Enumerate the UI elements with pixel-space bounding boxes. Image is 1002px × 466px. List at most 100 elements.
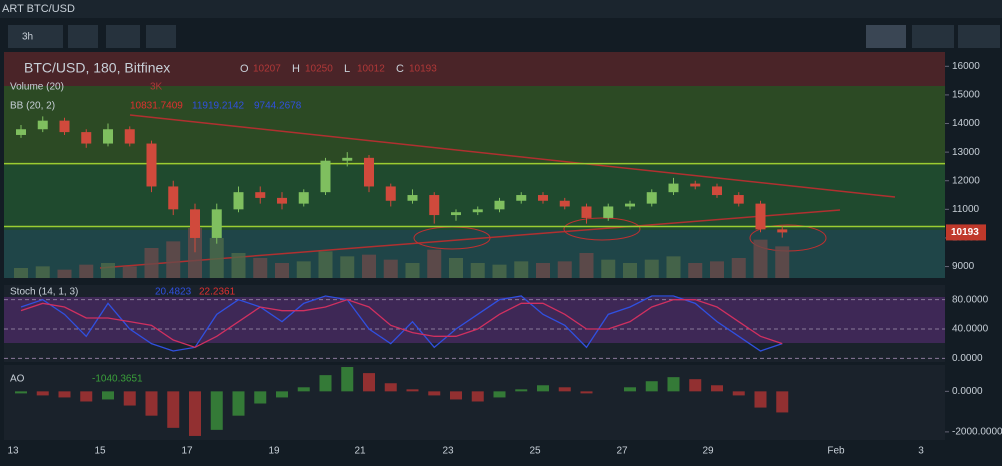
ao-bar bbox=[80, 391, 93, 402]
candle-body bbox=[581, 206, 592, 218]
interval-button[interactable] bbox=[8, 25, 63, 48]
y-tick-label: 0.0000 bbox=[952, 353, 983, 364]
volume-bar bbox=[514, 261, 529, 278]
ao-label: AO bbox=[10, 374, 25, 385]
candle-body bbox=[103, 129, 113, 144]
save-button[interactable] bbox=[958, 25, 1000, 48]
settings-button[interactable] bbox=[68, 25, 98, 48]
candle-body bbox=[37, 120, 48, 130]
volume-bar bbox=[101, 263, 115, 278]
candle-body bbox=[407, 195, 418, 201]
y-tick-label: 16000 bbox=[952, 61, 980, 72]
ao-bar bbox=[580, 391, 593, 394]
trend-line bbox=[129, 114, 896, 198]
ao-bar bbox=[776, 391, 789, 413]
ao-bar bbox=[406, 389, 419, 392]
y-tick-label: 9000 bbox=[952, 261, 975, 272]
candle-body bbox=[603, 206, 614, 218]
last-price: 10193 bbox=[951, 227, 979, 238]
candle-body bbox=[385, 186, 396, 201]
volume-bar bbox=[449, 258, 463, 278]
volume-label: Volume (20) bbox=[10, 82, 64, 93]
ohlc-key: L bbox=[344, 63, 350, 75]
interval: 3h bbox=[22, 32, 33, 43]
candle-body bbox=[733, 195, 744, 204]
y-tick-label: 12000 bbox=[952, 175, 980, 186]
volume-bar bbox=[188, 228, 202, 278]
candle-body bbox=[124, 129, 135, 144]
ao-bar bbox=[558, 387, 571, 392]
zone-red bbox=[4, 52, 945, 86]
ao-bar bbox=[102, 391, 114, 400]
ohlc-value: 10250 bbox=[305, 64, 333, 75]
x-tick-label: 21 bbox=[354, 446, 366, 457]
ao-bar bbox=[363, 373, 375, 392]
ao-bar bbox=[471, 391, 484, 402]
candle-body bbox=[16, 129, 26, 135]
candle-body bbox=[277, 197, 287, 204]
volume-bar bbox=[405, 263, 420, 278]
candle-body bbox=[646, 192, 657, 204]
y-tick-label: 40.0000 bbox=[952, 324, 989, 335]
candle-body bbox=[559, 200, 570, 207]
volume-bar bbox=[557, 261, 572, 278]
volume-bar bbox=[318, 251, 333, 278]
ohlc-value: 10207 bbox=[253, 64, 281, 75]
ao-bar bbox=[319, 375, 332, 392]
ao-bar bbox=[667, 377, 680, 392]
snapshot-button[interactable] bbox=[866, 25, 906, 48]
candle-body bbox=[712, 186, 722, 196]
y-tick-label: 80.0000 bbox=[952, 294, 989, 305]
volume-bar bbox=[209, 238, 224, 278]
candle-body bbox=[320, 160, 331, 193]
candle-body bbox=[777, 229, 788, 233]
x-tick-label: 15 bbox=[94, 446, 106, 457]
candle-body bbox=[59, 120, 70, 133]
candle-body bbox=[755, 203, 766, 230]
last-price-box bbox=[946, 224, 986, 241]
candle-body bbox=[298, 192, 309, 204]
stoch-line bbox=[20, 295, 783, 352]
volume-bar bbox=[579, 253, 594, 278]
chart-layer: 1600015000140001300012000110001000090001… bbox=[4, 60, 1002, 457]
volume-unit: 3K bbox=[150, 82, 163, 93]
ohlc-value: 10193 bbox=[409, 64, 437, 75]
bb-value: 10831.7409 bbox=[130, 101, 183, 112]
volume-bar bbox=[79, 264, 94, 278]
volume-bar bbox=[710, 261, 724, 278]
candle-body bbox=[625, 203, 635, 207]
volume-bar bbox=[340, 256, 355, 278]
ao-bar bbox=[167, 391, 180, 428]
load-button[interactable] bbox=[912, 25, 954, 48]
indicators-button[interactable] bbox=[106, 25, 140, 48]
stoch-label: Stoch (14, 1, 3) bbox=[10, 287, 78, 298]
ao-bar bbox=[732, 391, 745, 396]
volume-bar bbox=[644, 259, 659, 278]
stoch-line bbox=[20, 298, 783, 349]
stoch-zone bbox=[4, 297, 945, 343]
ao-bar bbox=[711, 385, 723, 392]
ao-bar bbox=[123, 391, 136, 406]
volume-bar bbox=[275, 263, 289, 278]
ao-bar bbox=[297, 387, 310, 392]
ao-bar bbox=[493, 391, 506, 398]
y-tick-label: 13000 bbox=[952, 147, 980, 158]
x-tick-label: 27 bbox=[616, 446, 628, 457]
volume-bar bbox=[166, 241, 181, 278]
fullscreen-button[interactable] bbox=[146, 25, 176, 48]
ao-bar bbox=[254, 391, 267, 404]
x-tick-label: Feb bbox=[827, 446, 845, 457]
ao-bar bbox=[58, 391, 71, 398]
ao-value: -1040.3651 bbox=[92, 374, 143, 385]
candle-body bbox=[168, 186, 179, 210]
candle-body bbox=[146, 143, 157, 187]
ao-bar bbox=[624, 387, 636, 392]
ao-bar bbox=[36, 391, 49, 396]
ao-bar bbox=[754, 391, 767, 408]
candle-body bbox=[255, 192, 266, 198]
x-tick-label: 17 bbox=[181, 446, 193, 457]
ohlc-key: C bbox=[396, 63, 404, 75]
volume-bar bbox=[14, 268, 28, 278]
volume-bar bbox=[35, 266, 50, 278]
